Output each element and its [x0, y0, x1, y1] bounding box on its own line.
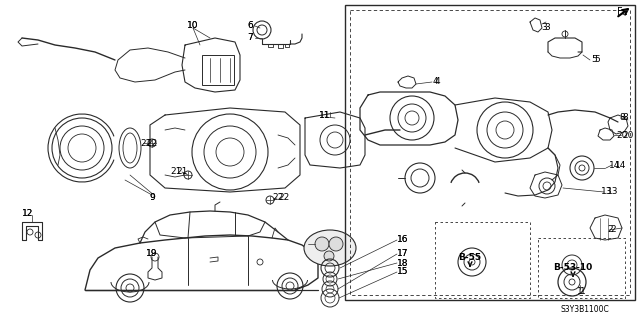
Bar [538, 238, 625, 298]
Text: 4: 4 [432, 78, 438, 86]
Text: 17: 17 [397, 249, 409, 258]
Text: 19: 19 [147, 249, 157, 257]
Text: 14: 14 [609, 160, 621, 169]
Text: 7: 7 [247, 33, 253, 42]
Text: 4: 4 [435, 78, 440, 86]
Text: 15: 15 [397, 268, 409, 277]
Bar [350, 10, 630, 295]
Text: 11: 11 [319, 110, 331, 120]
Text: 19: 19 [147, 249, 157, 257]
Bar [202, 55, 234, 85]
Text: Fr.: Fr. [617, 7, 628, 17]
Text: 9: 9 [149, 194, 155, 203]
Circle shape [315, 237, 329, 251]
Text: 11: 11 [319, 110, 331, 120]
Text: 16: 16 [397, 235, 409, 244]
Text: 18: 18 [397, 258, 409, 268]
Text: S3Y3B1100C: S3Y3B1100C [561, 306, 609, 315]
Text: B-53-10: B-53-10 [554, 263, 593, 272]
Text: 14: 14 [615, 160, 627, 169]
Text: 9: 9 [149, 194, 155, 203]
Bar [345, 5, 635, 300]
Text: 10: 10 [188, 20, 199, 29]
Text: 16: 16 [397, 235, 409, 244]
Text: 2: 2 [610, 226, 616, 234]
Text: 22: 22 [273, 194, 284, 203]
Text: 12: 12 [22, 209, 34, 218]
Bar [435, 222, 530, 298]
Text: 10: 10 [188, 20, 199, 29]
Text: 6: 6 [247, 21, 253, 31]
Text: 13: 13 [607, 188, 618, 197]
Text: 1: 1 [577, 286, 583, 295]
Ellipse shape [304, 230, 356, 266]
Text: 21: 21 [176, 167, 188, 176]
Text: 7: 7 [247, 33, 253, 42]
Text: 15: 15 [397, 268, 409, 277]
Text: B-55: B-55 [458, 254, 481, 263]
Text: 12: 12 [22, 209, 34, 218]
Text: 3: 3 [544, 24, 550, 33]
Text: 5: 5 [594, 56, 600, 64]
Text: 20: 20 [622, 130, 634, 139]
Circle shape [324, 251, 334, 261]
Circle shape [329, 237, 343, 251]
Text: 18: 18 [397, 258, 409, 268]
Text: 8: 8 [622, 114, 628, 122]
Text: 22: 22 [147, 138, 157, 147]
Text: 3: 3 [541, 24, 547, 33]
Text: 2: 2 [607, 226, 613, 234]
Text: 22: 22 [141, 138, 152, 147]
Text: 17: 17 [397, 249, 409, 258]
Text: 13: 13 [601, 188, 612, 197]
Text: 1: 1 [580, 286, 586, 295]
Text: 5: 5 [591, 56, 597, 64]
Text: 22: 22 [278, 194, 289, 203]
Text: 20: 20 [616, 130, 628, 139]
Text: 21: 21 [171, 167, 182, 176]
Text: 6: 6 [247, 21, 253, 31]
Text: 8: 8 [619, 114, 625, 122]
